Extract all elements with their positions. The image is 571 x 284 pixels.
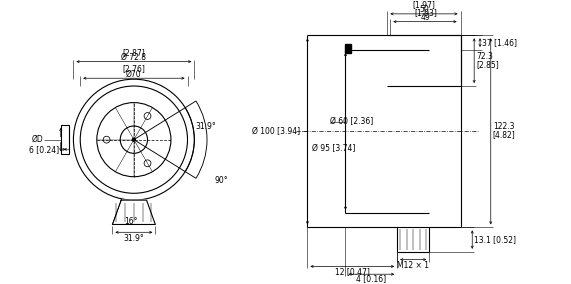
Bar bbox=[345, 44, 351, 53]
Text: 13.1 [0.52]: 13.1 [0.52] bbox=[474, 235, 516, 244]
Text: 50: 50 bbox=[419, 5, 429, 14]
Text: [2.76]: [2.76] bbox=[122, 64, 145, 74]
Text: 6 [0.24]: 6 [0.24] bbox=[29, 145, 59, 154]
Text: Ø70: Ø70 bbox=[126, 70, 142, 79]
Bar bbox=[61, 125, 69, 154]
Text: [4.82]: [4.82] bbox=[493, 130, 516, 139]
Circle shape bbox=[132, 138, 135, 141]
Text: [1.97]: [1.97] bbox=[412, 0, 436, 9]
Text: 31.9°: 31.9° bbox=[195, 122, 216, 131]
Text: Ø 100 [3.94]: Ø 100 [3.94] bbox=[252, 127, 300, 136]
Polygon shape bbox=[112, 200, 155, 224]
Text: 37 [1.46]: 37 [1.46] bbox=[482, 38, 517, 47]
Text: 16°: 16° bbox=[124, 217, 138, 226]
Text: 122.3: 122.3 bbox=[493, 122, 514, 131]
Text: 72.3: 72.3 bbox=[476, 52, 493, 61]
Text: 90°: 90° bbox=[215, 176, 228, 185]
Text: [2.85]: [2.85] bbox=[476, 60, 499, 69]
Text: ØD: ØD bbox=[31, 135, 43, 144]
Text: Ø 95 [3.74]: Ø 95 [3.74] bbox=[312, 145, 356, 153]
Text: Ø 60 [2.36]: Ø 60 [2.36] bbox=[330, 117, 373, 126]
Text: Ø 72.8: Ø 72.8 bbox=[122, 53, 146, 62]
Text: 31.9°: 31.9° bbox=[123, 234, 144, 243]
Text: [1.93]: [1.93] bbox=[414, 8, 437, 17]
Text: M12 × 1: M12 × 1 bbox=[397, 261, 429, 270]
Text: 49: 49 bbox=[421, 13, 431, 22]
Text: 12 [0.47]: 12 [0.47] bbox=[335, 267, 370, 276]
Text: [2.87]: [2.87] bbox=[123, 48, 145, 57]
Text: 4 [0.16]: 4 [0.16] bbox=[356, 275, 387, 284]
